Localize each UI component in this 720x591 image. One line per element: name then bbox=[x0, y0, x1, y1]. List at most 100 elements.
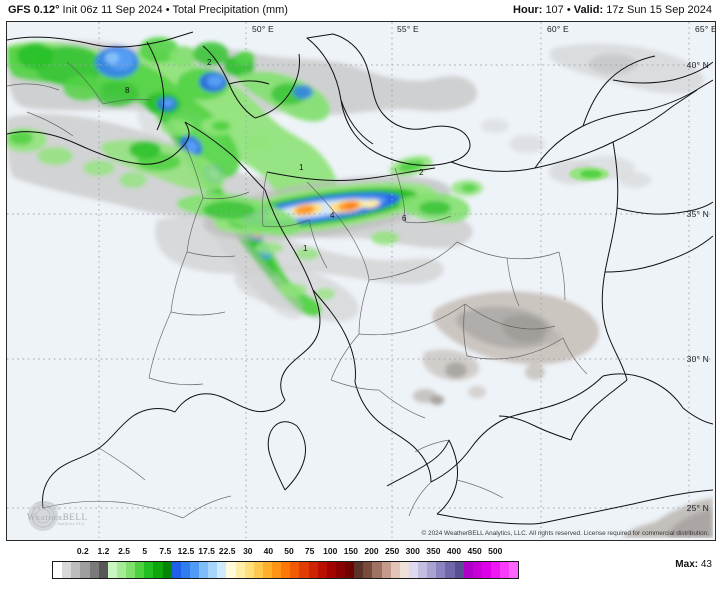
logo-subtext: Analytics LLC bbox=[57, 521, 85, 526]
colorbar-swatch bbox=[272, 562, 282, 578]
colorbar-swatch bbox=[281, 562, 291, 578]
colorbar-swatch bbox=[53, 562, 63, 578]
colorbar-tick: 500 bbox=[488, 546, 503, 556]
colorbar-swatch bbox=[116, 562, 126, 578]
colorbar-swatch bbox=[363, 562, 373, 578]
lon-label-65e: 65° E bbox=[695, 24, 716, 34]
colorbar-swatch bbox=[445, 562, 455, 578]
colorbar-tick: 5 bbox=[142, 546, 148, 556]
colorbar-swatch bbox=[491, 562, 501, 578]
colorbar-tick: 400 bbox=[446, 546, 462, 556]
colorbar-swatch bbox=[217, 562, 227, 578]
colorbar-swatch bbox=[235, 562, 245, 578]
colorbar-tick: 300 bbox=[405, 546, 420, 556]
colorbar-swatch bbox=[162, 562, 172, 578]
max-value: 43 bbox=[700, 559, 712, 570]
colorbar-tick: 250 bbox=[385, 546, 400, 556]
colorbar-swatch bbox=[354, 562, 364, 578]
contour-label: 8 bbox=[125, 86, 130, 95]
colorbar-swatch bbox=[290, 562, 300, 578]
lat-label-40n: 40° N bbox=[686, 60, 709, 70]
colorbar-tick: 22.5 bbox=[218, 546, 236, 556]
colorbar-swatch bbox=[454, 562, 464, 578]
lat-label-25n: 25° N bbox=[686, 503, 709, 513]
model-name: GFS 0.12° bbox=[8, 4, 60, 16]
field-name: Total Precipitation (mm) bbox=[172, 4, 288, 16]
colorbar-swatch bbox=[144, 562, 154, 578]
max-label: Max: bbox=[675, 559, 699, 570]
lon-label-55e: 55° E bbox=[397, 24, 419, 34]
lat-label-30n: 30° N bbox=[686, 354, 709, 364]
copyright-text: © 2024 WeatherBELL Analytics, LLC. All r… bbox=[421, 530, 709, 537]
init-time: Init 06z 11 Sep 2024 bbox=[62, 4, 163, 16]
weatherbell-logo: WeatherBELL Analytics LLC bbox=[13, 500, 109, 532]
colorbar-swatch bbox=[372, 562, 382, 578]
colorbar-swatch bbox=[472, 562, 482, 578]
colorbar-tick: 150 bbox=[343, 546, 358, 556]
colorbar-swatch bbox=[326, 562, 336, 578]
contour-label: 2 bbox=[419, 168, 424, 177]
colorbar-swatch bbox=[381, 562, 391, 578]
chart-header: GFS 0.12° Init 06z 11 Sep 2024 • Total P… bbox=[0, 0, 720, 21]
colorbar-tick: 100 bbox=[323, 546, 338, 556]
map-panel[interactable]: 50° E 55° E 60° E 65° E 40° N 35° N 30° … bbox=[6, 21, 716, 541]
colorbar-tick: 200 bbox=[364, 546, 379, 556]
colorbar-swatch bbox=[189, 562, 199, 578]
logo-text: WeatherBELL bbox=[27, 512, 88, 522]
contour-label: 1 bbox=[299, 163, 304, 172]
header-separator-2: • bbox=[566, 4, 571, 16]
contour-label: 6 bbox=[402, 214, 407, 223]
colorbar-swatch bbox=[481, 562, 491, 578]
colorbar-swatch bbox=[399, 562, 409, 578]
colorbar-tick: 12.5 bbox=[177, 546, 195, 556]
colorbar-swatch bbox=[317, 562, 327, 578]
forecast-hour-label: Hour: bbox=[513, 4, 543, 16]
valid-label: Valid: bbox=[573, 4, 604, 16]
colorbar-swatch bbox=[171, 562, 181, 578]
coastlines-and-borders bbox=[7, 31, 713, 525]
colorbar-swatch bbox=[244, 562, 254, 578]
lon-label-60e: 60° E bbox=[547, 24, 569, 34]
colorbar-swatch bbox=[299, 562, 309, 578]
max-value-readout: Max: 43 bbox=[675, 559, 712, 570]
colorbar-swatch bbox=[427, 562, 437, 578]
contour-label: 2 bbox=[207, 58, 212, 67]
colorbar-tick: 2.5 bbox=[118, 546, 130, 556]
colorbar-tick: 17.5 bbox=[198, 546, 215, 556]
colorbar-swatch bbox=[463, 562, 473, 578]
colorbar-tick: 50 bbox=[284, 546, 294, 556]
colorbar-swatch bbox=[345, 562, 355, 578]
colorbar-legend: 0.2 1.2 2.5 5 7.5 12.5 17.5 22.5 30 40 50 75 100 150 2… bbox=[0, 541, 720, 591]
contour-label: 4 bbox=[330, 211, 335, 220]
header-separator-1: • bbox=[165, 4, 170, 16]
colorbar-swatch bbox=[62, 562, 72, 578]
colorbar-tick: 350 bbox=[426, 546, 441, 556]
colorbar-swatch bbox=[226, 562, 236, 578]
colorbar-tick: 30 bbox=[243, 546, 253, 556]
colorbar-swatch bbox=[80, 562, 90, 578]
logo-mark bbox=[28, 501, 60, 531]
valid-value: 17z Sun 15 Sep 2024 bbox=[606, 4, 712, 16]
colorbar-swatch bbox=[107, 562, 117, 578]
colorbar-tick: 450 bbox=[467, 546, 482, 556]
colorbar-swatch bbox=[98, 562, 108, 578]
map-canvas[interactable]: 50° E 55° E 60° E 65° E 40° N 35° N 30° … bbox=[7, 22, 716, 538]
colorbar-tick: 40 bbox=[263, 546, 274, 556]
colorbar-swatch bbox=[71, 562, 81, 578]
colorbar-swatch bbox=[153, 562, 163, 578]
colorbar-swatch bbox=[390, 562, 400, 578]
colorbar-swatch bbox=[208, 562, 218, 578]
colorbar-tick: 1.2 bbox=[97, 546, 110, 556]
colorbar-swatch bbox=[126, 562, 136, 578]
colorbar-tick: 0.2 bbox=[76, 546, 89, 556]
colorbar-swatch bbox=[308, 562, 318, 578]
colorbar-swatch bbox=[262, 562, 272, 578]
colorbar-swatch bbox=[436, 562, 446, 578]
colorbar-swatch bbox=[253, 562, 263, 578]
header-right-text: Hour: 107 • Valid: 17z Sun 15 Sep 2024 bbox=[513, 4, 712, 16]
colorbar-tick: 75 bbox=[304, 546, 315, 556]
contour-label: 1 bbox=[303, 244, 308, 253]
colorbar-swatch bbox=[335, 562, 345, 578]
colorbar-swatch bbox=[408, 562, 418, 578]
